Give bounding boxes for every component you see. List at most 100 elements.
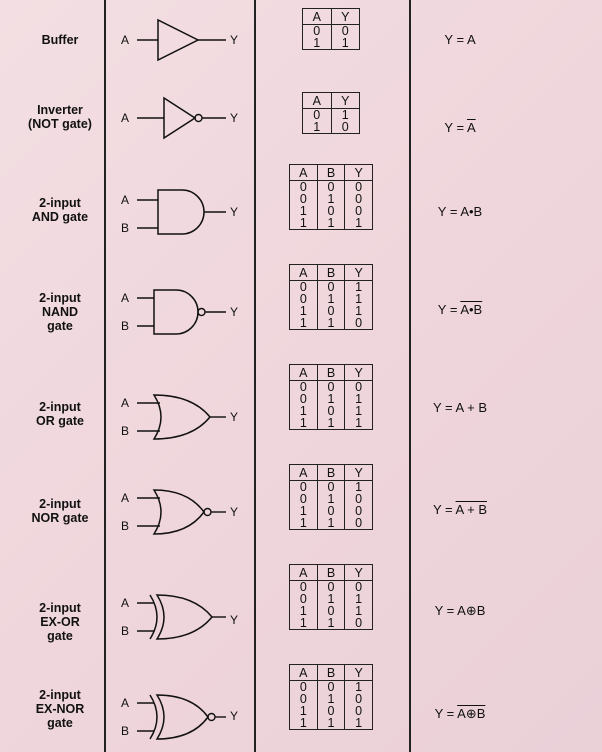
boolean-expression: Y = A [410,120,510,135]
header-a: A [289,164,318,181]
cell: 1 [313,120,321,134]
cell: 1 [313,36,321,50]
boolean-expression: Y = A + B [410,502,510,517]
cell: 0 [344,205,373,217]
input-label-a: A [121,111,129,125]
gate-name-line: EX-NOR [35,702,85,716]
cell: 1 [316,393,345,405]
cell: 1 [299,304,307,318]
boolean-expression: Y = A•B [410,302,510,317]
cell: 0 [344,517,373,530]
nor-body [152,489,205,535]
inversion-bubble [207,712,216,722]
gate-name-line: 2-input [39,196,81,210]
gate-name-line: Buffer [41,33,79,47]
header-b: B [316,364,345,381]
gate-name-line: NOR gate [31,511,89,525]
cell: 0 [316,505,345,517]
cell: 0 [344,317,373,330]
cell: 1 [344,280,373,293]
cell: 1 [299,704,307,718]
header-b: B [316,564,345,581]
column-divider-middle [254,0,256,752]
cell: 1 [316,317,345,330]
gate-name-line: 2-input [39,688,81,702]
cell: 1 [299,216,307,230]
cell: 1 [330,37,360,50]
gate-name: 2-input EX-NOR gate [0,688,120,730]
gate-name-line: (NOT gate) [28,117,92,131]
expr-prefix: Y = [434,603,458,618]
output-label-y: Y [230,709,238,723]
cell: 1 [316,593,345,605]
gate-name-line: EX-OR [40,615,80,629]
cell: 1 [316,717,345,730]
cell: 0 [316,705,345,717]
output-label-y: Y [230,33,238,47]
cell: 1 [344,405,373,417]
gate-name: 2-input AND gate [0,196,120,224]
cell: 0 [316,180,345,193]
inversion-bubble [203,507,212,517]
cell: 1 [316,517,345,530]
expr-prefix: Y = [433,502,456,517]
gate-name: 2-input OR gate [0,400,120,428]
cell: 0 [344,693,373,705]
input-label-a: A [121,193,129,207]
expr-suffix: A + B [455,400,487,415]
cell: 0 [299,592,307,606]
cell: 0 [344,617,373,630]
cell: 0 [299,392,307,406]
gate-name: 2-input NOR gate [0,497,120,525]
boolean-expression: Y = A [410,32,510,47]
input-label-a: A [121,696,129,710]
inverter-gate-symbol: A Y [121,96,238,140]
gate-name: 2-input EX-OR gate [0,601,120,643]
output-label-y: Y [230,305,238,319]
gate-name-line: 2-input [39,291,81,305]
cell: 0 [344,505,373,517]
cell: 1 [344,305,373,317]
gate-name-line: 2-input [39,497,81,511]
cell: 1 [344,593,373,605]
cell: 1 [299,316,307,330]
expr-prefix: Y = [433,400,456,415]
cell: 0 [344,193,373,205]
header-y: Y [344,364,373,381]
cell: 0 [330,24,360,37]
header-y: Y [344,264,373,281]
expr-prefix: Y = [444,32,467,47]
output-label-y: Y [230,505,238,519]
cell: 0 [299,280,307,294]
header-a: A [302,92,331,109]
expr-overline: A•B [460,302,483,317]
cell: 0 [344,580,373,593]
and-body [157,189,205,235]
expr-overline: A⊕B [457,706,486,721]
